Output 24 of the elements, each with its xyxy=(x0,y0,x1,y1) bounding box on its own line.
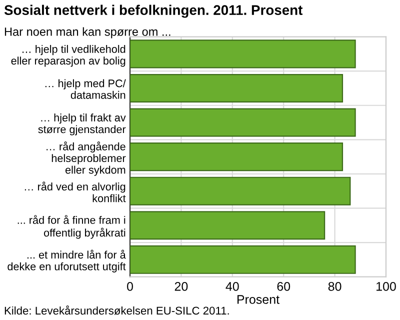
text: Kilde: Levekårsundersøkelsen EU-SILC 2011. xyxy=(4,306,229,315)
y-tick-label: … hjelp til frakt av større gjenstander xyxy=(38,114,126,136)
chart-title: Sosialt nettverk i befolkningen. 2011. Prosent xyxy=(4,4,303,18)
bar xyxy=(130,108,356,137)
x-tick-label: 0 xyxy=(127,282,133,291)
bar xyxy=(130,211,326,240)
y-tick-label: … hjelp med PC/ datamaskin xyxy=(45,79,126,99)
x-tick-label: 80 xyxy=(328,282,342,291)
x-tick-label: 40 xyxy=(226,282,239,291)
y-tick-label: … hjelp til vedlikehold eller reparasjon av bolig xyxy=(11,44,126,67)
bar xyxy=(130,176,351,206)
x-tick-label: 60 xyxy=(277,282,290,291)
y-tick-label: ... råd for å finne fram i offentlig byråkrati xyxy=(18,215,126,239)
x-tick-label: 100 xyxy=(376,282,396,291)
bar xyxy=(130,40,356,68)
bar xyxy=(130,74,344,102)
x-tick-label: 20 xyxy=(174,282,188,291)
y-tick-label: … råd ved en alvorlig konflikt xyxy=(24,182,126,202)
y-tick-label: ... et mindre lån for å dekke en uforutsett utgift xyxy=(8,250,126,272)
bar xyxy=(130,142,344,172)
x-axis-title: Prosent xyxy=(237,295,280,304)
bar xyxy=(130,245,356,274)
chart-subtitle: Har noen man kan spørre om ... xyxy=(4,27,170,38)
y-tick-label: … råd angående helseproblemer eller sykdom xyxy=(46,142,126,176)
